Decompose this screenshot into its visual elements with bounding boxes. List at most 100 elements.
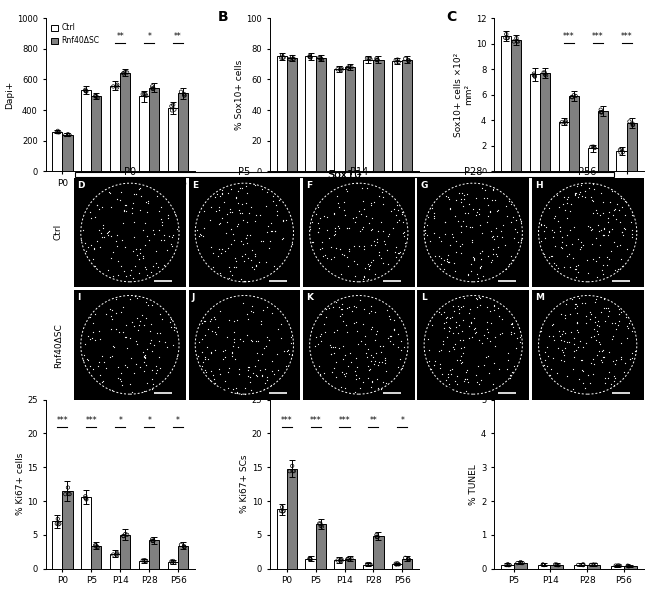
Point xyxy=(540,70,550,80)
Point xyxy=(322,253,332,263)
Point xyxy=(92,200,102,210)
Point xyxy=(266,367,277,376)
Point xyxy=(351,370,361,380)
Bar xyxy=(276,509,287,569)
Point xyxy=(306,53,316,62)
Point xyxy=(234,370,244,379)
Point xyxy=(344,246,354,256)
Point xyxy=(348,241,359,251)
Point xyxy=(553,560,564,570)
Point xyxy=(200,316,210,326)
Point xyxy=(398,228,408,238)
Point xyxy=(476,374,486,384)
Point xyxy=(438,307,448,317)
Point xyxy=(220,376,230,386)
Point xyxy=(550,241,560,251)
Point xyxy=(381,366,391,376)
Point xyxy=(247,301,257,310)
Point xyxy=(577,240,588,250)
Point xyxy=(315,518,326,528)
Point xyxy=(381,379,391,388)
Point xyxy=(508,234,519,243)
Point xyxy=(112,551,122,560)
Point xyxy=(541,342,552,352)
Point xyxy=(244,362,254,372)
Point xyxy=(528,70,539,80)
Point xyxy=(116,368,126,378)
Point xyxy=(76,235,86,245)
Point xyxy=(277,50,287,60)
Point xyxy=(456,194,466,203)
Point xyxy=(366,301,376,310)
Bar xyxy=(306,56,316,171)
Point xyxy=(210,314,220,324)
Point xyxy=(257,350,267,359)
Point xyxy=(359,204,369,214)
Point xyxy=(479,193,489,203)
Point xyxy=(540,68,550,77)
Point xyxy=(157,314,167,324)
Point xyxy=(540,233,551,243)
Point xyxy=(157,220,167,229)
Point xyxy=(98,223,109,232)
Point xyxy=(441,191,451,201)
Point xyxy=(162,211,173,220)
Point xyxy=(598,269,608,279)
Point xyxy=(434,347,445,356)
Point xyxy=(140,352,150,362)
Point xyxy=(420,237,430,247)
Point xyxy=(466,318,476,328)
Point xyxy=(274,195,284,204)
Point xyxy=(332,191,342,201)
Point xyxy=(335,555,346,565)
Point xyxy=(439,255,450,264)
Point xyxy=(138,226,148,235)
Point xyxy=(567,92,577,102)
Point xyxy=(512,333,523,342)
Point xyxy=(209,378,220,388)
Point xyxy=(577,191,587,201)
Point xyxy=(623,561,634,571)
Point xyxy=(112,548,122,558)
Bar xyxy=(81,497,92,569)
Point xyxy=(339,371,350,381)
Point xyxy=(80,85,90,94)
Text: ***: *** xyxy=(621,32,632,41)
Point xyxy=(471,194,481,203)
Point xyxy=(618,223,629,232)
Point xyxy=(166,322,176,332)
Point xyxy=(385,331,395,341)
Point xyxy=(627,119,638,128)
Point xyxy=(231,221,242,231)
Point xyxy=(452,302,463,312)
Point xyxy=(112,82,122,92)
Point xyxy=(515,216,526,226)
Point xyxy=(96,335,106,344)
Point xyxy=(448,306,459,315)
Point xyxy=(112,80,122,90)
Point xyxy=(227,341,238,351)
Point xyxy=(225,266,235,276)
Point xyxy=(428,228,439,238)
Point xyxy=(443,257,453,267)
Point xyxy=(352,326,362,336)
Bar xyxy=(363,564,373,569)
Point xyxy=(341,320,351,330)
Point xyxy=(346,62,357,72)
Point xyxy=(473,273,484,283)
Point xyxy=(448,301,458,311)
Point xyxy=(590,143,600,153)
Point xyxy=(552,264,563,273)
Point xyxy=(564,249,574,259)
Point xyxy=(270,226,280,236)
Point xyxy=(360,339,370,348)
Point xyxy=(360,331,370,341)
Point xyxy=(337,354,348,364)
Point xyxy=(90,261,101,271)
Bar xyxy=(569,96,579,171)
Text: Ctrl: Ctrl xyxy=(54,224,63,240)
Point xyxy=(393,362,403,371)
Point xyxy=(491,206,502,216)
Point xyxy=(359,271,369,281)
Point xyxy=(162,244,172,254)
